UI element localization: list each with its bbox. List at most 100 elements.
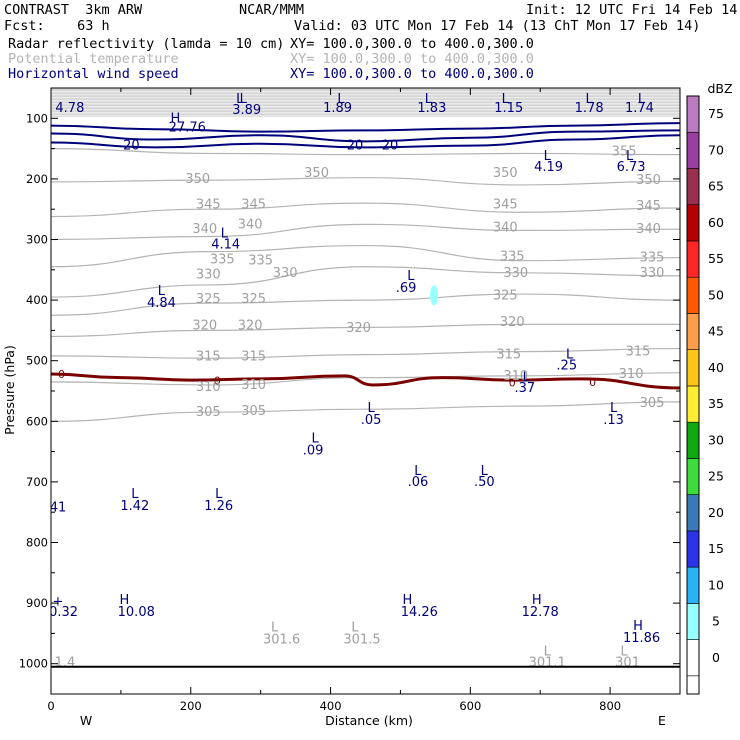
- west-label: W: [80, 713, 92, 728]
- zero-dbz-label: 0: [214, 375, 221, 388]
- theta-contour-label: 320: [192, 319, 217, 334]
- field-xy-theta: XY= 100.0,300.0 to 400.0,300.0: [290, 51, 534, 67]
- theta-contour-label: 350: [304, 166, 329, 181]
- extremum-value-label: 10.08: [118, 605, 155, 620]
- y-tick-label: 700: [26, 475, 48, 489]
- high-marker: H: [532, 593, 542, 608]
- theta-contour-label: 350: [636, 173, 661, 188]
- extremum-value-label: .05: [361, 413, 382, 428]
- theta-contour-label: 325: [493, 288, 518, 303]
- extremum-value-label: 1.74: [625, 101, 654, 116]
- theta-contour-label: 310: [196, 380, 221, 395]
- colorbar-tick-label: 40: [708, 360, 724, 375]
- wind-contour-label: 20: [123, 139, 140, 154]
- x-tick-label: 800: [599, 699, 621, 713]
- extremum-value-label: 301: [615, 655, 640, 670]
- extremum-value-label: 1.42: [120, 499, 149, 514]
- colorbar-swatch: [686, 494, 700, 532]
- low-marker: L: [414, 464, 422, 479]
- field-xy-reflectivity: XY= 100.0,300.0 to 400.0,300.0: [290, 36, 534, 52]
- colorbar-swatch: [686, 240, 700, 278]
- field-xy-wind: XY= 100.0,300.0 to 400.0,300.0: [290, 66, 534, 82]
- x-tick-label: 400: [320, 699, 342, 713]
- theta-contour-label: 320: [500, 315, 525, 330]
- plot-area: [51, 88, 680, 694]
- theta-contour-label: 325: [196, 292, 221, 307]
- theta-contour-label: 315: [626, 345, 651, 360]
- colorbar-swatch: [686, 639, 700, 677]
- extremum-value-label: 14.26: [401, 605, 438, 620]
- extremum-value-label: 3.89: [232, 103, 261, 118]
- theta-contour-label: 340: [636, 222, 661, 237]
- colorbar-swatch: [686, 421, 700, 459]
- colorbar-tick-label: 25: [708, 469, 724, 484]
- low-marker: L: [626, 149, 634, 164]
- theta-contour-label: 350: [493, 166, 518, 181]
- theta-contour-label: 315: [496, 348, 521, 363]
- colorbar-swatch: [686, 675, 700, 695]
- field-name-theta: Potential temperature: [8, 51, 179, 67]
- theta-contour: [51, 266, 680, 298]
- low-marker: L: [544, 645, 552, 660]
- extremum-value-label: 1.78: [575, 101, 604, 116]
- extremum-value-label: 27.76: [169, 120, 206, 135]
- high-marker: H: [119, 593, 129, 608]
- theta-contour-label: 320: [346, 321, 371, 336]
- wind-speed-contour: [51, 122, 680, 133]
- east-label: E: [658, 713, 666, 728]
- valid-time: Valid: 03 UTC Mon 17 Feb 14 (13 ChT Mon …: [294, 18, 701, 34]
- zero-dbz-label: 0: [58, 368, 65, 381]
- colorbar-tick-label: 65: [708, 179, 724, 194]
- edge-value-label: +: [53, 594, 64, 609]
- theta-contour-label: 345: [196, 197, 221, 212]
- extremum-value-label: 4.14: [211, 237, 240, 252]
- field-name-reflectivity: Radar reflectivity (lamda = 10 cm): [8, 36, 285, 52]
- extremum-value-label: 4.84: [147, 296, 176, 311]
- theta-contour-label: 340: [238, 217, 263, 232]
- y-axis-label: Pressure (hPa): [2, 345, 17, 435]
- y-tick-label: 100: [26, 111, 48, 125]
- theta-contour-label: 330: [640, 266, 665, 281]
- field-name-wind: Horizontal wind speed: [8, 66, 179, 82]
- low-marker: L: [620, 645, 628, 660]
- low-marker: L: [367, 401, 375, 416]
- colorbar-swatch: [686, 204, 700, 242]
- low-marker: L: [351, 620, 359, 635]
- colorbar-swatch: [686, 349, 700, 387]
- theta-contour-label: 320: [238, 319, 263, 334]
- contour-labels: 355 350 350 350 350 345 345 345 345 340 340 340 340 3…: [50, 92, 680, 670]
- low-marker: L: [425, 92, 433, 107]
- colorbar-swatch: [686, 313, 700, 350]
- extremum-value-label: 4.78: [55, 101, 84, 116]
- theta-contour: [51, 401, 680, 422]
- theta-contour: [51, 372, 680, 386]
- plot-header: CONTRAST 3km ARW NCAR/MMM Init: 12 UTC F…: [0, 0, 740, 85]
- colorbar-tick-label: 20: [708, 505, 724, 520]
- x-tick-label: 600: [459, 699, 481, 713]
- high-marker: H: [171, 111, 181, 126]
- zero-dbz-line: 0 0 0 0: [51, 368, 680, 390]
- edge-value-label: 41: [50, 500, 67, 515]
- x-tick-label: 200: [180, 699, 202, 713]
- high-marker: H: [403, 593, 413, 608]
- extremum-value-label: .50: [474, 475, 495, 490]
- low-marker: L: [502, 92, 510, 107]
- plot-background: [51, 88, 680, 694]
- zero-dbz-label: 0: [509, 377, 516, 390]
- theta-contour-label: 310: [241, 378, 266, 393]
- extremum-value-label: 1.26: [204, 499, 233, 514]
- upper-theta-band: [51, 88, 680, 118]
- theta-contour-label: 335: [210, 252, 235, 267]
- y-tick-label: 400: [26, 293, 48, 307]
- theta-contour-label: 340: [493, 220, 518, 235]
- extremum-value-label: .09: [303, 443, 324, 458]
- low-marker: L: [610, 401, 618, 416]
- theta-contour-label: 330: [196, 268, 221, 283]
- theta-contour-label: 330: [273, 266, 298, 281]
- colorbar-swatch: [686, 385, 700, 423]
- extremum-value-label: 1.15: [494, 101, 523, 116]
- y-tick-label: 200: [26, 172, 48, 186]
- wind-contour-label: 20: [347, 139, 364, 154]
- y-tick-label: 300: [26, 233, 48, 247]
- zero-dbz-label: 0: [589, 376, 596, 389]
